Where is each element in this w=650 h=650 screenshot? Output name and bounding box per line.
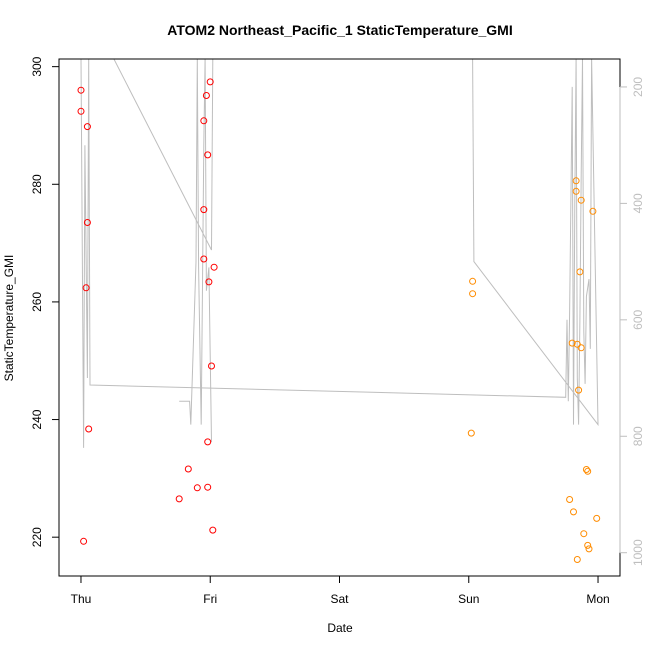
y-axis-right: 200 400 600 800 1000: [619, 77, 645, 566]
profile-line-3: [179, 59, 212, 443]
series-1-point-11: [206, 78, 214, 86]
series-2-point-11: [577, 344, 585, 352]
series-1-point-8: [202, 92, 210, 99]
series-2-point-10: [573, 340, 581, 348]
y2-tick-label: 400: [631, 193, 645, 213]
y-axis-label: StaticTemperature_GMI: [2, 255, 16, 382]
series-1-point-18: [184, 465, 192, 473]
y-tick-label: 300: [30, 56, 44, 76]
series-2-point-12: [575, 386, 583, 394]
series-1-point-9: [200, 117, 208, 125]
plot-frame: [58, 58, 621, 577]
series-1-point-16: [208, 362, 215, 370]
y2-tick-label: 600: [631, 309, 645, 329]
series-2-point-3: [467, 429, 475, 437]
series-1-point-1: [77, 86, 85, 94]
series-2-point-9: [568, 339, 576, 347]
x-tick-label: Sun: [458, 592, 479, 606]
x-tick-label: Mon: [586, 592, 609, 606]
series-2-point-13: [582, 466, 590, 473]
data-points: [77, 78, 601, 563]
series-1-point-14: [205, 278, 213, 286]
series-1-point-12: [200, 206, 208, 214]
x-tick-label: Fri: [203, 592, 217, 606]
series-1-point-22: [209, 526, 217, 534]
y-tick-label: 240: [30, 409, 44, 429]
profile-line-1: [80, 59, 599, 448]
x-tick-label: Sat: [330, 592, 349, 606]
y2-tick-label: 800: [631, 426, 645, 446]
profile-line-2: [113, 59, 214, 251]
series-2-point-1: [469, 277, 477, 285]
series-2-point-14: [584, 467, 592, 475]
chart-title: ATOM2 Northeast_Pacific_1 StaticTemperat…: [167, 22, 512, 38]
y-tick-label: 280: [30, 174, 44, 194]
x-axis-label: Date: [327, 621, 353, 635]
series-1-point-3: [83, 123, 91, 131]
series-2-point-8: [576, 268, 584, 276]
series-2-point-20: [585, 545, 593, 553]
y2-tick-label: 1000: [631, 539, 645, 566]
series-1-point-10: [204, 151, 212, 159]
y-tick-label: 220: [30, 527, 44, 547]
series-2-point-4: [572, 177, 580, 185]
series-1-point-17: [204, 438, 212, 446]
series-1-point-6: [85, 425, 93, 433]
series-1-point-2: [77, 107, 85, 115]
series-1-point-15: [210, 263, 218, 271]
series-2-point-19: [584, 541, 592, 549]
series-1-point-7: [80, 537, 88, 545]
series-2-point-16: [570, 508, 577, 516]
x-axis: Thu Fri Sat Sun Mon: [71, 575, 610, 606]
series-1-point-20: [193, 484, 201, 492]
series-2-point-18: [580, 530, 588, 538]
x-tick-label: Thu: [71, 592, 92, 606]
y-tick-label: 260: [30, 292, 44, 312]
series-1-point-5: [82, 284, 90, 292]
series-2-point-21: [573, 556, 581, 563]
series-2-point-2: [469, 290, 477, 298]
series-1-point-13: [200, 255, 208, 263]
y2-tick-label: 200: [631, 77, 645, 97]
y-axis-left: 220 240 260 280 300: [30, 56, 60, 547]
series-1-point-4: [83, 219, 91, 226]
series-2-point-7: [589, 207, 597, 215]
series-2-point-17: [593, 514, 601, 522]
series-1-point-19: [175, 495, 183, 503]
series-2-point-15: [566, 496, 574, 503]
series-2-point-5: [572, 187, 580, 195]
profile-lines: [80, 59, 599, 448]
series-1-point-21: [204, 483, 212, 491]
series-2-point-6: [577, 196, 585, 204]
